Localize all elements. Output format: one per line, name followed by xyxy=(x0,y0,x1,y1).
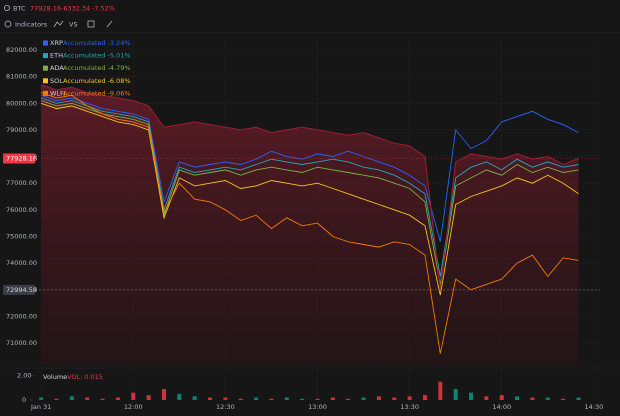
y-tick-label: 74000.00 xyxy=(6,259,37,267)
change: -6332.34 xyxy=(61,5,90,13)
compare-button[interactable]: VS xyxy=(69,21,78,29)
volume-bar xyxy=(269,398,274,400)
volume-bar xyxy=(499,395,504,400)
legend-swatch xyxy=(43,78,48,84)
volume-bar xyxy=(392,397,397,400)
volume-bar xyxy=(54,398,59,400)
volume-bar xyxy=(361,397,366,400)
legend-label: Accumulated -4.79% xyxy=(63,64,131,72)
volume-bar xyxy=(484,396,489,400)
legend-swatch xyxy=(43,40,48,46)
volume-bar xyxy=(469,392,474,400)
legend-name: ETH xyxy=(50,52,63,60)
series-line xyxy=(40,92,579,354)
volume-bar xyxy=(453,389,458,400)
volume-bar xyxy=(346,398,351,400)
volume-tick-label: 2.00 xyxy=(17,372,31,380)
volume-bar xyxy=(161,389,166,400)
y-tick-label: 75000.00 xyxy=(6,232,37,240)
volume-bar xyxy=(407,396,412,400)
volume-bar xyxy=(576,397,581,400)
legend-swatch xyxy=(43,90,48,96)
volume-bar xyxy=(146,395,151,400)
indicators-button[interactable]: Indicators xyxy=(15,21,48,29)
legend-label: Accumulated -5.01% xyxy=(63,52,131,60)
price-line-label: 72994.58 xyxy=(6,286,37,294)
volume-bar xyxy=(115,397,120,400)
volume-tick-label: 0 xyxy=(22,396,26,404)
volume-title: Volume xyxy=(43,373,67,381)
volume-bar xyxy=(515,396,520,400)
volume-bar xyxy=(438,381,443,400)
legend-name: ADA xyxy=(50,64,64,72)
y-tick-label: 80000.00 xyxy=(6,99,37,107)
volume-bar xyxy=(422,395,427,400)
volume-bar xyxy=(39,397,44,400)
volume-bar xyxy=(85,397,90,400)
chart-type-icon[interactable] xyxy=(53,20,64,28)
legend-swatch xyxy=(43,53,48,59)
volume-bar xyxy=(238,398,243,400)
y-tick-label: 72000.00 xyxy=(6,312,37,320)
template-icon[interactable] xyxy=(87,20,95,28)
indicators-icon[interactable] xyxy=(4,20,12,28)
legend-name: SOL xyxy=(50,77,63,85)
last-price-tag xyxy=(3,153,35,164)
y-tick-label: 71000.00 xyxy=(6,339,37,347)
legend-name: XRP xyxy=(50,39,63,47)
main-line xyxy=(40,84,579,290)
series-line xyxy=(40,94,579,242)
y-tick-label: 82000.00 xyxy=(6,46,37,54)
change-pct: -7.52% xyxy=(92,5,115,13)
x-tick-label: 12:30 xyxy=(216,403,235,411)
y-tick-label: 79000.00 xyxy=(6,126,37,134)
volume-bar xyxy=(69,396,74,400)
y-tick-label: 77000.00 xyxy=(6,179,37,187)
y-tick-label: 81000.00 xyxy=(6,73,37,81)
series-line xyxy=(40,100,579,285)
x-tick-label: 14:00 xyxy=(492,403,511,411)
price: 77928.16 xyxy=(30,5,61,13)
volume-bar xyxy=(330,397,335,400)
volume-label: VOL: 0.015 xyxy=(67,373,103,381)
volume-bar xyxy=(254,397,259,400)
symbol[interactable]: BTC xyxy=(13,5,26,13)
y-tick-label: 76000.00 xyxy=(6,206,37,214)
x-tick-label: 13:30 xyxy=(400,403,419,411)
volume-bar xyxy=(223,397,228,400)
series-line xyxy=(40,97,579,277)
volume-bar xyxy=(300,398,305,400)
volume-bar xyxy=(376,396,381,400)
volume-bar xyxy=(530,397,535,400)
legend-label: Accumulated -6.08% xyxy=(63,77,131,85)
last-price-label: 77928.16 xyxy=(6,154,37,162)
volume-bar xyxy=(192,396,197,400)
legend-label: Accumulated -9.06% xyxy=(63,89,131,97)
volume-bar xyxy=(284,397,289,400)
price-tag xyxy=(3,284,35,295)
legend-swatch xyxy=(43,65,48,71)
series-line xyxy=(40,102,579,296)
x-tick-label: Jan 31 xyxy=(30,403,51,411)
legend-name: WLFI xyxy=(50,89,66,97)
volume-bar xyxy=(131,392,136,400)
draw-icon[interactable] xyxy=(106,20,113,28)
x-tick-label: 12:00 xyxy=(124,403,143,411)
volume-bar xyxy=(545,397,550,400)
volume-bar xyxy=(177,393,182,400)
x-tick-label: 13:00 xyxy=(308,403,327,411)
search-icon[interactable] xyxy=(4,5,10,11)
legend-label: Accumulated -3.24% xyxy=(63,39,131,47)
volume-bar xyxy=(315,398,320,400)
volume-bar xyxy=(100,398,105,400)
volume-bar xyxy=(208,397,213,400)
volume-bar xyxy=(561,398,566,400)
x-tick-label: 14:30 xyxy=(584,403,603,411)
